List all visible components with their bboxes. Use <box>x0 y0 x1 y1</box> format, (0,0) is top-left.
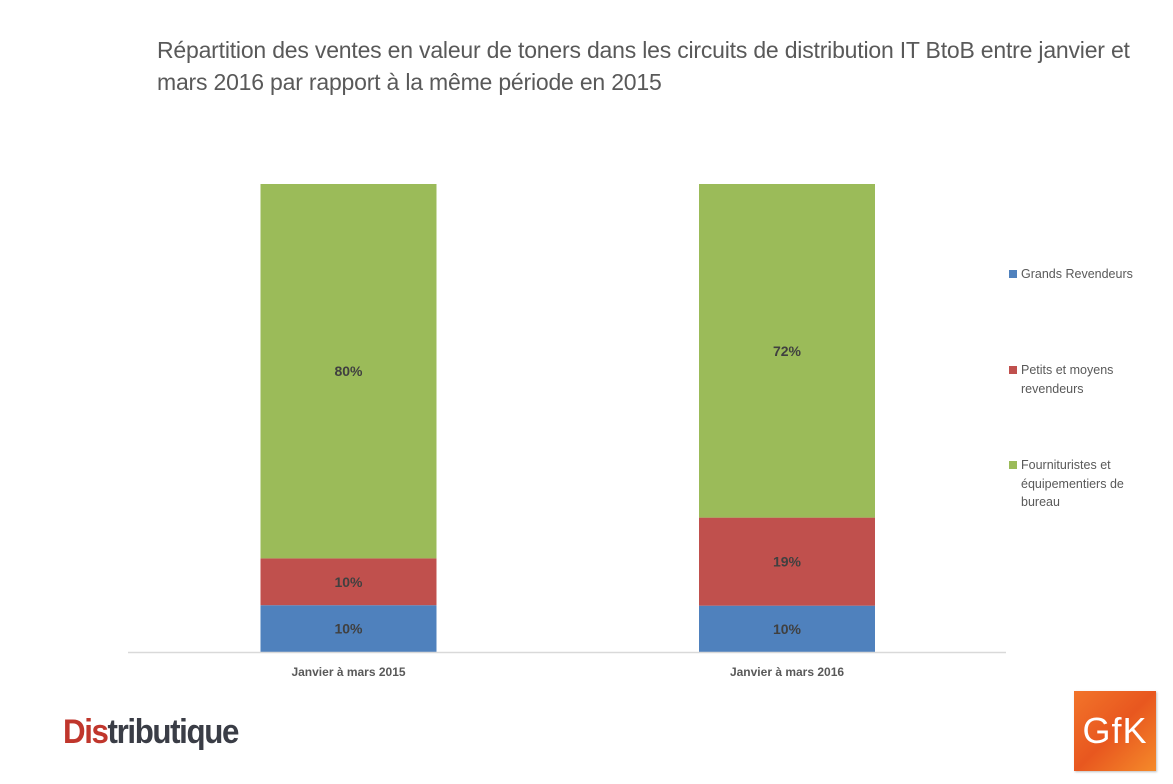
data-label: 80% <box>334 363 363 379</box>
legend-item-petits-moyens-revendeurs: Petits et moyens revendeurs <box>1009 361 1169 398</box>
legend-label: Petits et moyens revendeurs <box>1021 363 1114 396</box>
data-label: 19% <box>773 554 802 570</box>
bar-segment <box>260 558 437 606</box>
legend-label: Grands Revendeurs <box>1021 267 1133 281</box>
bar-segment <box>699 184 875 518</box>
bar-segment <box>260 605 437 652</box>
bar-segment <box>260 184 437 559</box>
legend-item-grands-revendeurs: Grands Revendeurs <box>1009 265 1169 284</box>
legend-label: Fournituristes et équipementiers de bure… <box>1021 458 1124 509</box>
legend-swatch <box>1009 461 1017 469</box>
data-label: 10% <box>773 621 802 637</box>
data-label: 10% <box>334 574 363 590</box>
x-tick-label: Janvier à mars 2015 <box>291 665 405 679</box>
distributique-logo: Distributique <box>63 713 239 751</box>
gfk-logo: GfK <box>1074 691 1156 771</box>
legend-item-fournituristes: Fournituristes et équipementiers de bure… <box>1009 456 1169 512</box>
stacked-bar-chart: 10% 10% 80% Janvier à mars 2015 10% 19% 72% Jan… <box>128 184 1006 679</box>
x-tick-label: Janvier à mars 2016 <box>730 665 844 679</box>
legend-swatch <box>1009 366 1017 374</box>
bar-segment <box>699 517 875 606</box>
data-label: 72% <box>773 343 802 359</box>
chart-title: Répartition des ventes en valeur de tone… <box>157 37 1130 95</box>
data-label: 10% <box>334 621 363 637</box>
bar-segment <box>699 605 875 652</box>
legend-swatch <box>1009 270 1017 278</box>
